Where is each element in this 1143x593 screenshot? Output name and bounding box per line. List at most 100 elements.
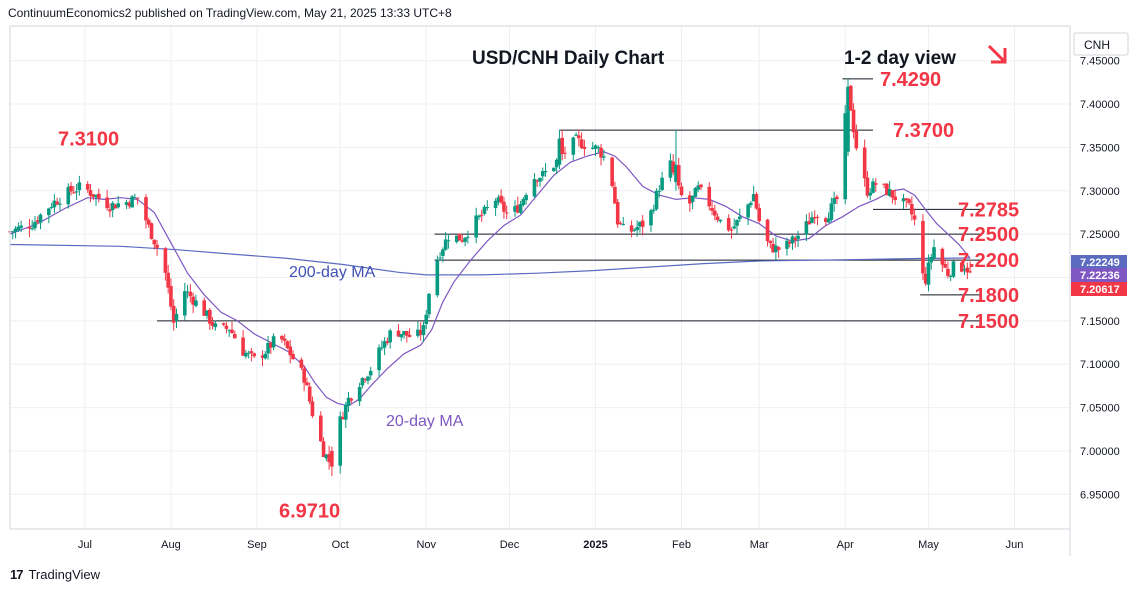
candle (349, 397, 354, 404)
candle-body (804, 221, 809, 235)
candle (438, 252, 442, 261)
candle-body (343, 404, 348, 420)
candle-body (790, 236, 795, 244)
candle (263, 351, 268, 360)
candle-body (330, 450, 334, 467)
candle-body (474, 215, 478, 238)
candle (923, 266, 928, 287)
level-label: 7.3100 (58, 129, 119, 151)
candle (202, 297, 207, 317)
candle-body (460, 240, 465, 242)
candle-body (962, 269, 967, 271)
candle-body (385, 341, 390, 343)
candle (357, 382, 362, 406)
candle-body (171, 305, 176, 323)
candle (482, 204, 487, 216)
candle (52, 194, 57, 213)
candle (457, 233, 462, 241)
x-tick-label: Jun (1006, 539, 1024, 551)
candle (210, 317, 215, 330)
candle (421, 321, 426, 342)
candle-body (88, 190, 93, 196)
candle-body (824, 218, 828, 222)
candle-body (835, 196, 839, 200)
candle (396, 324, 401, 338)
candle-body (735, 219, 739, 226)
candle-body (690, 195, 695, 202)
candle (699, 183, 703, 191)
candle-body (618, 223, 623, 225)
candle-body (477, 215, 481, 218)
candle-body (676, 165, 681, 186)
candle (144, 194, 148, 229)
candle-body (363, 379, 367, 381)
candle (535, 179, 540, 187)
candle-body (713, 210, 717, 216)
candle-body (493, 200, 498, 208)
candle (205, 310, 209, 320)
candle-body (327, 454, 331, 463)
candle (502, 196, 506, 219)
x-tick-label: Nov (416, 539, 436, 551)
candle-body (366, 376, 370, 381)
candle-body (58, 203, 62, 205)
candle (910, 196, 914, 221)
candle-body (221, 323, 226, 325)
candle-body (674, 164, 678, 183)
candle-body (882, 183, 886, 185)
candle-body (929, 256, 934, 263)
candle-body (271, 336, 276, 348)
y-tick-label: 7.00000 (1080, 446, 1120, 458)
publish-attribution: ContinuumEconomics2 published on Trading… (8, 6, 452, 20)
candle (710, 201, 714, 216)
candle-body (593, 145, 598, 149)
tradingview-footer[interactable]: 17 TradingView (10, 567, 100, 582)
symbol-box[interactable] (1073, 32, 1129, 56)
chart-title: USD/CNH Daily Chart (472, 48, 665, 69)
candle-body (574, 134, 578, 136)
candle-body (174, 314, 179, 321)
candle (713, 204, 717, 221)
candle-body (812, 217, 817, 219)
candle (862, 139, 867, 187)
candle-body (188, 291, 193, 297)
candle (651, 204, 656, 214)
candle-body (746, 204, 750, 218)
candle-body (815, 216, 820, 218)
candle-body (729, 229, 734, 231)
candle (149, 222, 154, 240)
candle-body (810, 217, 814, 223)
candle-body (726, 218, 731, 231)
candle (27, 218, 32, 238)
candle (718, 219, 723, 224)
candle-body (210, 322, 215, 326)
candle (749, 201, 753, 208)
candle (579, 132, 584, 150)
candle (751, 185, 756, 202)
candle-body (191, 296, 195, 305)
candle-body (33, 221, 37, 229)
candle-body (516, 205, 520, 213)
candle-body (615, 202, 620, 225)
candle-body (124, 202, 129, 205)
y-tick-label: 7.05000 (1080, 403, 1120, 415)
candle-body (305, 382, 309, 386)
candle (19, 220, 23, 233)
last-value-text: 7.22236 (1080, 270, 1120, 282)
candle (10, 230, 15, 240)
candle (516, 196, 520, 214)
y-tick-label: 7.15000 (1080, 316, 1120, 328)
candle (940, 247, 945, 272)
candle-body (227, 329, 232, 331)
candle-body (793, 238, 798, 241)
labels: 7.450007.400007.350007.300007.250007.200… (58, 56, 1127, 551)
candle (696, 181, 700, 193)
candle-body (912, 215, 917, 220)
candle-body (72, 192, 76, 194)
candle (538, 177, 542, 187)
candle-body (696, 185, 700, 190)
candle-body (260, 355, 265, 358)
candle (163, 247, 168, 281)
candle (477, 214, 481, 220)
candle (321, 437, 326, 458)
